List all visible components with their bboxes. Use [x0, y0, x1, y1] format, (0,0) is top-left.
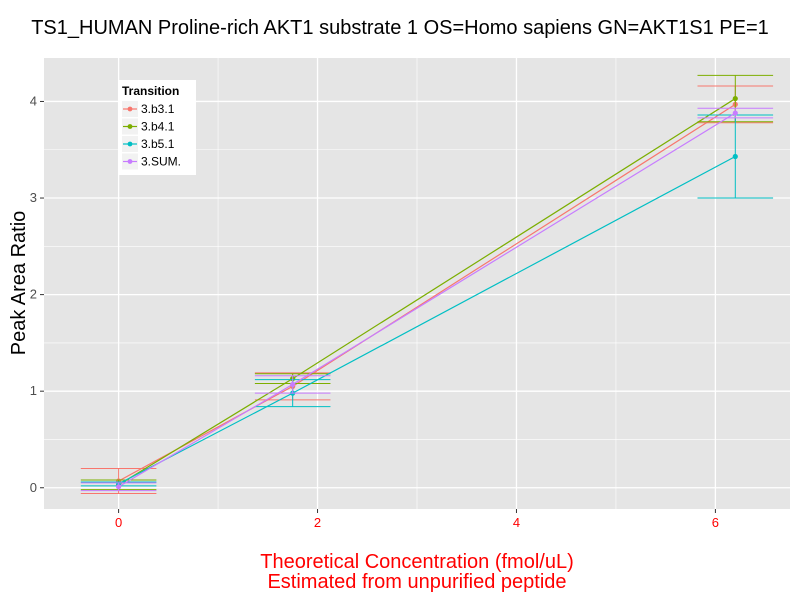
x-tick-label: 0 — [115, 515, 122, 530]
legend-label: 3.b3.1 — [141, 102, 175, 116]
legend: Transition 3.b3.1 3.b4.1 3.b5.1 3.SUM. — [118, 80, 196, 175]
legend-title: Transition — [122, 84, 179, 98]
legend-key-point — [127, 106, 133, 112]
y-tick-label: 4 — [30, 93, 37, 108]
x-tick-label: 2 — [314, 515, 321, 530]
data-point — [732, 95, 738, 102]
y-axis-title: Peak Area Ratio — [8, 211, 30, 356]
legend-label: 3.SUM. — [141, 155, 181, 169]
legend-key-point — [127, 159, 133, 164]
y-tick-label: 3 — [30, 190, 37, 205]
x-axis-title: Theoretical Concentration (fmol/uL) — [260, 551, 573, 573]
data-point — [290, 381, 296, 388]
data-point — [116, 484, 122, 490]
y-tick-label: 1 — [30, 383, 37, 398]
y-tick-label: 0 — [30, 480, 37, 495]
y-tick-label: 2 — [30, 287, 37, 302]
data-point — [732, 153, 738, 160]
legend-label: 3.b4.1 — [141, 120, 175, 134]
series-3-SUM — [80, 107, 774, 492]
data-point — [732, 110, 738, 116]
x-tick-label: 6 — [712, 515, 719, 530]
x-tick-label: 4 — [513, 515, 520, 530]
series-layer — [80, 74, 774, 495]
legend-key-point — [127, 141, 133, 147]
legend-label: 3.b5.1 — [141, 137, 175, 151]
legend-key-point — [127, 124, 133, 129]
ticks: 0 2 4 6 0 1 2 3 4 — [30, 93, 719, 530]
x-axis-subtitle: Estimated from unpurified peptide — [267, 571, 566, 593]
chart-title: TS1_HUMAN Proline-rich AKT1 substrate 1 … — [31, 17, 769, 39]
